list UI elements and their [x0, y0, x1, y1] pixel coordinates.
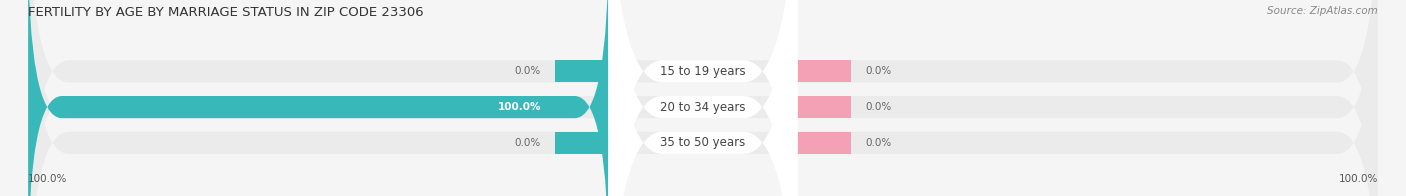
- Text: 15 to 19 years: 15 to 19 years: [661, 65, 745, 78]
- Text: Source: ZipAtlas.com: Source: ZipAtlas.com: [1267, 6, 1378, 16]
- Text: 100.0%: 100.0%: [498, 102, 541, 112]
- Text: 0.0%: 0.0%: [515, 138, 541, 148]
- Text: 35 to 50 years: 35 to 50 years: [661, 136, 745, 149]
- FancyBboxPatch shape: [609, 0, 797, 196]
- Bar: [554, 60, 609, 83]
- Bar: [797, 60, 852, 83]
- Bar: [797, 132, 852, 154]
- Text: 0.0%: 0.0%: [865, 66, 891, 76]
- FancyBboxPatch shape: [609, 0, 797, 196]
- Text: FERTILITY BY AGE BY MARRIAGE STATUS IN ZIP CODE 23306: FERTILITY BY AGE BY MARRIAGE STATUS IN Z…: [28, 6, 423, 19]
- Text: 0.0%: 0.0%: [515, 66, 541, 76]
- Text: 100.0%: 100.0%: [28, 174, 67, 184]
- Text: 0.0%: 0.0%: [865, 138, 891, 148]
- FancyBboxPatch shape: [28, 0, 609, 196]
- Text: 0.0%: 0.0%: [865, 102, 891, 112]
- Text: 100.0%: 100.0%: [1339, 174, 1378, 184]
- Bar: [797, 96, 852, 118]
- Bar: [554, 132, 609, 154]
- FancyBboxPatch shape: [28, 0, 1378, 196]
- FancyBboxPatch shape: [28, 0, 1378, 196]
- FancyBboxPatch shape: [28, 0, 1378, 196]
- Text: 20 to 34 years: 20 to 34 years: [661, 101, 745, 114]
- FancyBboxPatch shape: [609, 0, 797, 196]
